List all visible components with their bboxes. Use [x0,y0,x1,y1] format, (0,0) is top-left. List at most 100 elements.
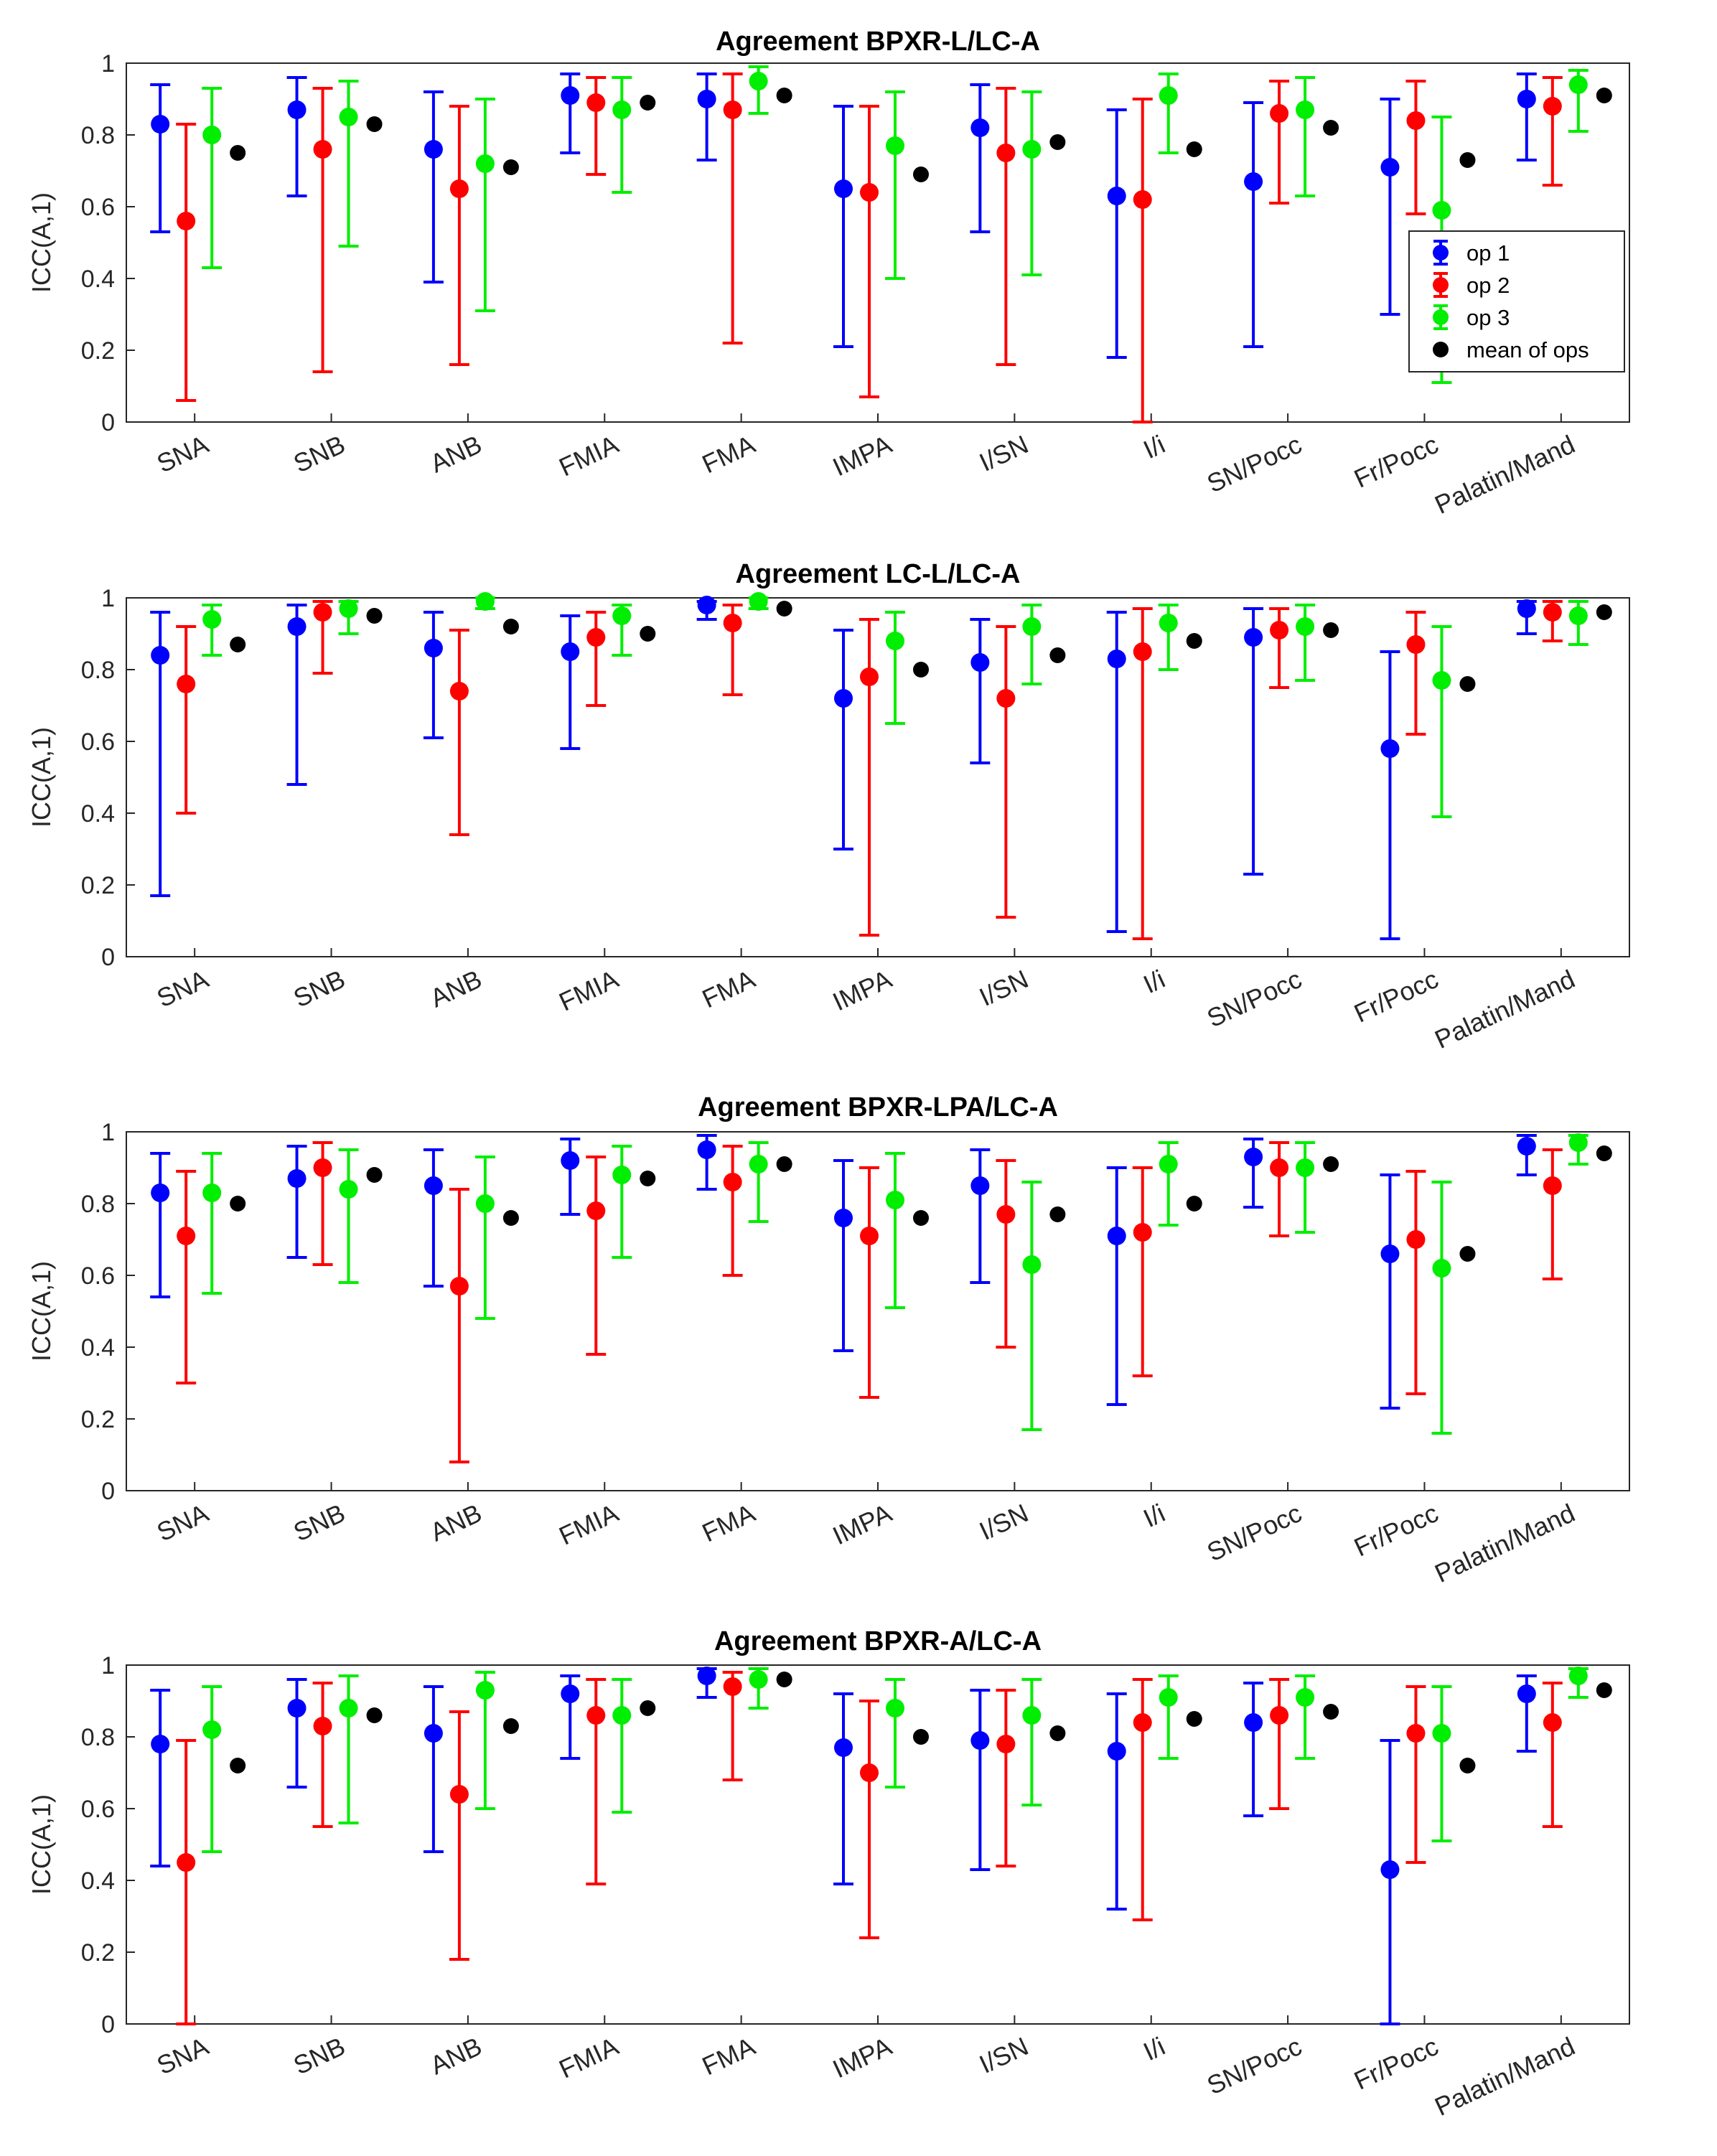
series-op-2 [176,1671,1563,2025]
data-point [970,1731,990,1750]
data-point [1107,1227,1126,1245]
series-mean-of-ops [230,88,1612,182]
x-tick-label: IMPA [828,964,897,1016]
legend-marker [1433,342,1449,357]
data-point [1296,1688,1315,1707]
y-tick-label: 0 [101,409,115,436]
series-op-3 [202,1667,1589,1853]
data-point [1022,140,1042,159]
legend-marker [1433,245,1449,261]
x-tick-label: SN/Pocc [1202,964,1306,1033]
y-axis-label: ICC(A,1) [27,1261,56,1361]
data-point [1568,606,1588,625]
data-point [424,639,443,657]
data-point [313,140,332,159]
mean-point [640,1171,656,1186]
x-tick-label: ANB [426,1498,486,1547]
x-tick-label: SNA [152,429,212,478]
y-axis-label: ICC(A,1) [27,192,56,293]
x-tick-label: FMIA [554,1498,622,1551]
y-tick-label: 0 [101,944,115,971]
mean-point [366,1167,383,1183]
mean-point [230,1196,246,1211]
data-point [1432,1724,1451,1743]
data-point [561,1684,580,1703]
mean-point [502,1210,519,1226]
mean-point [1186,1196,1202,1211]
data-point [1406,111,1426,130]
y-tick-label: 0.4 [81,800,115,828]
mean-point [913,662,929,678]
data-point [449,682,469,700]
data-point [1133,1713,1152,1732]
mean-point [913,1729,929,1745]
data-point [1568,1667,1588,1685]
data-point [287,1169,307,1188]
data-point [1296,617,1315,636]
data-point [697,596,716,614]
mean-point [1596,1682,1612,1698]
x-tick-label: Fr/Pocc [1349,429,1443,494]
mean-point [1459,676,1476,692]
data-point [1022,617,1042,636]
data-point [1022,1706,1042,1725]
data-point [1107,187,1126,205]
data-point [1270,1706,1289,1725]
data-point [860,1227,879,1245]
mean-point [1596,1145,1612,1161]
data-point [202,1720,222,1739]
data-point [834,1209,853,1227]
data-point [475,1194,495,1213]
x-tick-label: ANB [426,2031,486,2080]
y-tick-label: 0 [101,1478,115,1505]
data-point [612,1166,632,1184]
data-point [586,1201,606,1220]
data-point [586,93,606,112]
data-point [1270,1158,1289,1177]
x-tick-label: I/i [1138,2031,1169,2066]
series-op-1 [150,1667,1537,2025]
mean-point [502,1718,519,1734]
y-tick-label: 1 [101,585,115,612]
data-point [886,632,904,650]
x-tick-label: Palatin/Mand [1430,964,1579,1054]
x-tick-label: I/i [1138,429,1169,464]
series-mean-of-ops [230,1145,1612,1262]
x-tick-label: FMA [698,429,759,479]
data-point [749,1155,768,1173]
chart-title: Agreement BPXR-A/LC-A [714,1626,1042,1656]
data-point [1107,650,1126,668]
data-point [1133,190,1152,209]
x-tick-label: FMA [698,2031,759,2081]
series-op-1 [150,1134,1537,1410]
data-point [1380,1860,1400,1879]
y-tick-label: 0.4 [81,266,115,293]
data-point [697,90,716,108]
panel-3: Agreement BPXR-LPA/LC-A ICC(A,1) 0 0.2 0.4 0.… [27,1092,1630,1588]
data-point [449,179,469,198]
data-point [1406,1230,1426,1249]
series-mean-of-ops [230,601,1612,692]
data-point [886,136,904,155]
data-point [339,599,358,618]
y-tick-label: 0.2 [81,337,115,365]
y-axis-label: ICC(A,1) [27,727,56,828]
data-point [449,1277,469,1295]
data-point [586,628,606,647]
mean-point [1049,647,1066,663]
x-tick-label: ANB [426,964,486,1013]
x-tick-label: IMPA [828,429,897,482]
x-tick-label: Palatin/Mand [1430,2031,1579,2122]
data-point [723,614,742,632]
legend-marker [1433,277,1449,293]
x-tick-label: SN/Pocc [1202,2031,1306,2100]
x-tick-label: SN/Pocc [1202,1498,1306,1567]
y-axis-label: ICC(A,1) [27,1794,56,1895]
mean-point [1049,1206,1066,1222]
data-point [177,675,196,693]
data-point [151,115,170,133]
panel-4: Agreement BPXR-A/LC-A ICC(A,1) 0 0.2 0.4 0.6 0… [27,1626,1630,2122]
data-point [996,1735,1016,1753]
data-point [1568,75,1588,94]
